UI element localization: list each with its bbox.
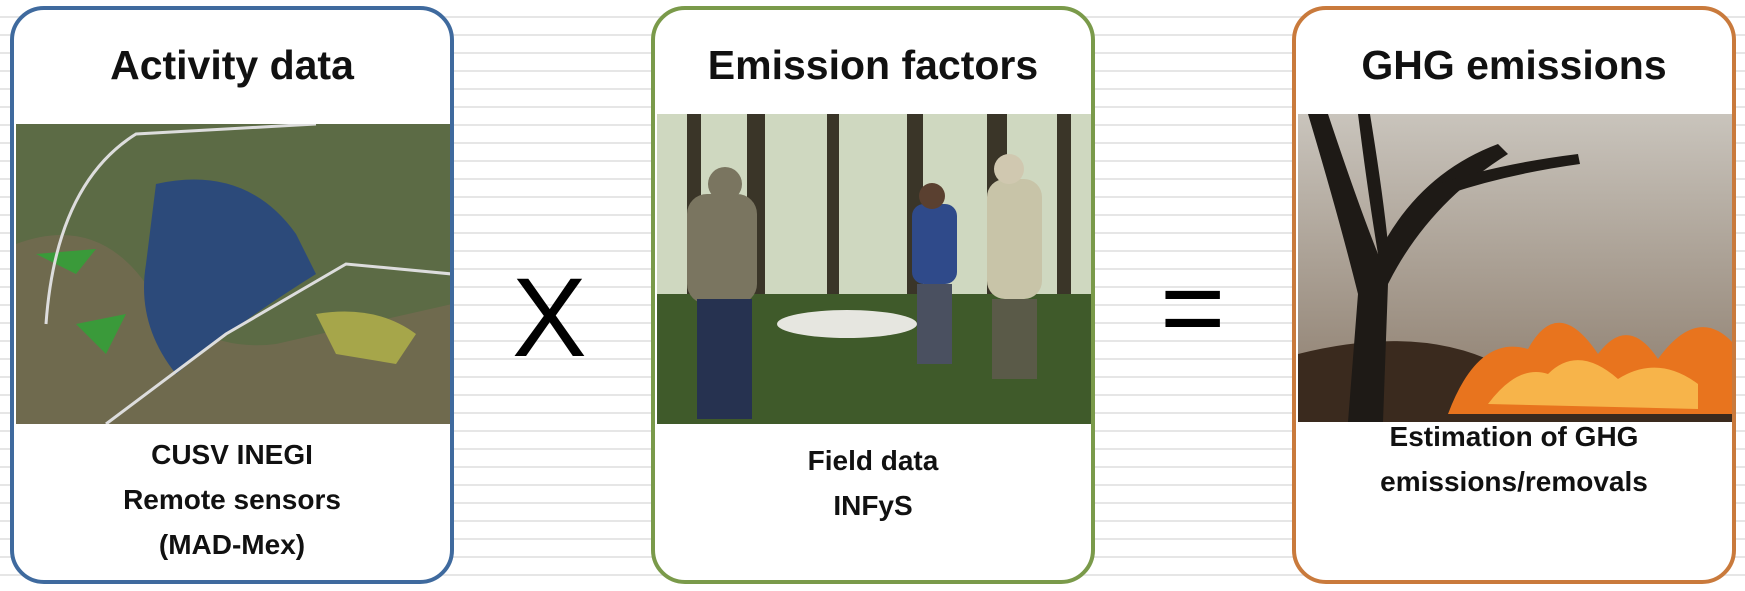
caption-line: INFyS [655, 483, 1091, 528]
caption: CUSV INEGI Remote sensors (MAD-Mex) [14, 432, 450, 567]
photo [1298, 114, 1734, 422]
panel-title: Emission factors [655, 42, 1091, 89]
operator: = [1160, 252, 1225, 364]
panel-title: Activity data [14, 42, 450, 89]
activity-panel: Activity data CUSV INEGI Remote sensors … [10, 6, 454, 584]
panel-title: GHG emissions [1296, 42, 1732, 89]
caption-line: emissions/removals [1296, 459, 1732, 504]
emissions-panel: GHG emissions Estimation of GHG emission… [1292, 6, 1736, 584]
factors-panel: Emission factors Field data INFyS [651, 6, 1095, 584]
caption: Estimation of GHG emissions/removals [1296, 414, 1732, 504]
caption-line: CUSV INEGI [14, 432, 450, 477]
operator: X [512, 262, 587, 374]
caption: Field data INFyS [655, 438, 1091, 528]
caption-line: Field data [655, 438, 1091, 483]
photo [657, 114, 1093, 424]
caption-line: Remote sensors [14, 477, 450, 522]
photo [16, 124, 452, 424]
page: {"panels": [ {"title": "Activity data", … [0, 0, 1745, 591]
caption-line: Estimation of GHG [1296, 414, 1732, 459]
caption-line: (MAD-Mex) [14, 522, 450, 567]
